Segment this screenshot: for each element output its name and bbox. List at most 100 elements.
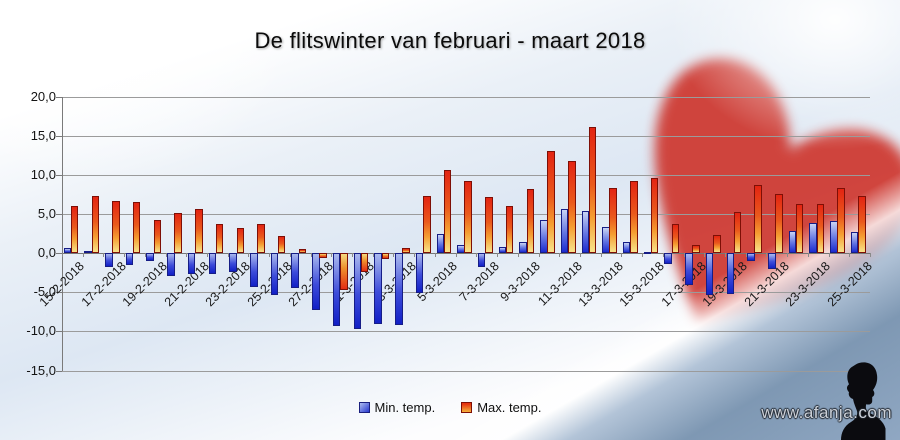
bar-max-15-3-2018 <box>650 178 659 254</box>
bar-max-17-2-2018 <box>112 200 120 254</box>
bar-min-27-2-2018 <box>312 253 320 310</box>
bar-min-5-3-2018 <box>436 233 445 254</box>
y-axis-tick <box>56 370 62 372</box>
x-axis-tick <box>269 253 271 258</box>
x-axis-tick <box>414 253 416 258</box>
bar-min-15-3-2018 <box>643 251 652 254</box>
bar-max-4-3-2018 <box>423 196 431 254</box>
bar-max-26-2-2018 <box>298 249 307 254</box>
bar-min-25-3-2018 <box>850 232 859 254</box>
x-axis-tick <box>289 253 291 258</box>
bar-min-16-2-2018 <box>84 250 92 254</box>
y-axis-label: 10,0 <box>30 167 56 183</box>
x-axis-tick <box>683 253 685 258</box>
bar-max-11-3-2018 <box>568 161 576 254</box>
x-axis-tick <box>517 253 519 258</box>
bar-min-28-2-2018 <box>332 253 341 326</box>
bar-min-17-2-2018 <box>105 253 113 268</box>
y-axis-label: -5,0 <box>33 284 56 300</box>
bar-min-13-3-2018 <box>602 226 610 254</box>
x-axis-tick <box>538 253 540 258</box>
x-axis-tick <box>787 253 789 258</box>
x-axis-tick <box>207 253 209 258</box>
legend-item-max: Max. temp. <box>461 400 541 415</box>
bar-max-12-3-2018 <box>588 126 597 254</box>
bar-max-7-3-2018 <box>485 197 493 254</box>
x-axis-tick <box>82 253 84 258</box>
x-axis-tick <box>434 253 436 258</box>
bar-max-6-3-2018 <box>464 180 472 254</box>
bar-min-16-3-2018 <box>664 253 672 265</box>
max-temp-swatch-icon <box>461 402 473 413</box>
x-axis-tick <box>62 253 63 258</box>
x-axis-tick <box>745 253 747 258</box>
bar-min-8-3-2018 <box>498 247 507 254</box>
x-axis-tick <box>497 253 499 258</box>
x-axis-tick <box>724 253 726 258</box>
legend-item-min: Min. temp. <box>358 400 435 415</box>
bar-min-9-3-2018 <box>519 241 527 254</box>
bar-min-1-3-2018 <box>353 253 362 330</box>
bar-max-25-2-2018 <box>277 236 286 254</box>
x-axis-tick <box>186 253 188 258</box>
gridline <box>62 136 870 138</box>
bar-min-12-3-2018 <box>581 211 590 254</box>
bar-max-13-3-2018 <box>609 188 617 254</box>
bar-max-23-3-2018 <box>816 204 825 254</box>
bar-max-21-3-2018 <box>775 193 783 254</box>
bar-min-11-3-2018 <box>560 208 569 254</box>
watermark-url: www.afanja.com <box>761 403 892 422</box>
x-axis-tick <box>704 253 706 258</box>
bar-max-24-2-2018 <box>257 223 265 254</box>
bar-max-24-3-2018 <box>837 188 845 254</box>
y-axis-tick <box>56 136 62 138</box>
x-axis-tick <box>372 253 374 258</box>
bar-max-15-2-2018 <box>70 205 79 254</box>
x-axis-tick <box>600 253 602 258</box>
y-axis-line <box>62 97 63 371</box>
gridline <box>62 370 870 372</box>
bar-min-23-3-2018 <box>809 222 817 254</box>
bar-max-18-3-2018 <box>713 235 721 254</box>
x-axis-tick <box>331 253 333 258</box>
y-axis-tick <box>56 292 62 294</box>
bar-min-19-3-2018 <box>726 253 735 294</box>
x-axis-tick <box>642 253 644 258</box>
x-axis-tick <box>621 253 623 258</box>
bar-min-25-2-2018 <box>270 253 279 296</box>
chart-title: De flitswinter van februari - maart 2018 <box>254 28 646 53</box>
y-axis-label: 0,0 <box>37 245 56 261</box>
bar-min-23-2-2018 <box>229 253 237 273</box>
x-axis-tick <box>227 253 229 258</box>
bar-min-6-3-2018 <box>457 244 465 254</box>
x-axis-tick <box>662 253 664 258</box>
y-axis-tick <box>56 331 62 333</box>
x-axis-tick <box>579 253 581 258</box>
bar-max-2-3-2018 <box>381 253 390 259</box>
bar-max-9-3-2018 <box>526 189 535 254</box>
person-silhouette-icon <box>831 360 887 440</box>
y-axis-label: -15,0 <box>26 362 56 378</box>
y-axis-label: 15,0 <box>30 128 56 144</box>
bar-min-24-2-2018 <box>250 253 258 287</box>
bar-min-14-3-2018 <box>622 242 631 254</box>
bar-min-20-3-2018 <box>747 253 755 262</box>
bar-max-21-2-2018 <box>195 208 203 254</box>
x-axis-tick <box>455 253 457 258</box>
bar-max-22-3-2018 <box>795 204 804 254</box>
x-axis-tick <box>766 253 768 258</box>
bar-max-22-2-2018 <box>215 224 224 254</box>
zero-gridline <box>62 253 870 255</box>
bar-max-10-3-2018 <box>547 150 555 254</box>
x-axis-tick <box>165 253 167 258</box>
y-axis-label: -10,0 <box>26 323 56 339</box>
y-axis-tick <box>56 97 62 98</box>
bar-max-3-3-2018 <box>402 247 410 254</box>
bar-max-5-3-2018 <box>443 169 452 254</box>
bar-max-23-2-2018 <box>236 228 245 254</box>
y-axis-tick <box>56 253 62 255</box>
gridline <box>62 292 870 294</box>
bar-min-7-3-2018 <box>477 253 486 268</box>
y-axis-label: 20,0 <box>30 89 56 104</box>
